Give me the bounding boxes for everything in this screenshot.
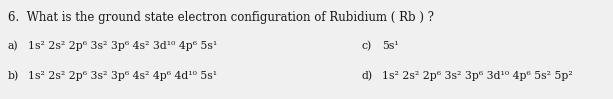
Text: 1s² 2s² 2p⁶ 3s² 3p⁶ 3d¹⁰ 4p⁶ 5s² 5p²: 1s² 2s² 2p⁶ 3s² 3p⁶ 3d¹⁰ 4p⁶ 5s² 5p² <box>382 71 573 81</box>
Text: c): c) <box>362 41 372 51</box>
Text: 6.  What is the ground state electron configuration of Rubidium ( Rb ) ?: 6. What is the ground state electron con… <box>8 11 434 24</box>
Text: a): a) <box>8 41 18 51</box>
Text: 1s² 2s² 2p⁶ 3s² 3p⁶ 4s² 4p⁶ 4d¹⁰ 5s¹: 1s² 2s² 2p⁶ 3s² 3p⁶ 4s² 4p⁶ 4d¹⁰ 5s¹ <box>28 71 217 81</box>
Text: 1s² 2s² 2p⁶ 3s² 3p⁶ 4s² 3d¹⁰ 4p⁶ 5s¹: 1s² 2s² 2p⁶ 3s² 3p⁶ 4s² 3d¹⁰ 4p⁶ 5s¹ <box>28 41 217 51</box>
Text: d): d) <box>362 71 373 81</box>
Text: 5s¹: 5s¹ <box>382 41 398 51</box>
Text: b): b) <box>8 71 19 81</box>
